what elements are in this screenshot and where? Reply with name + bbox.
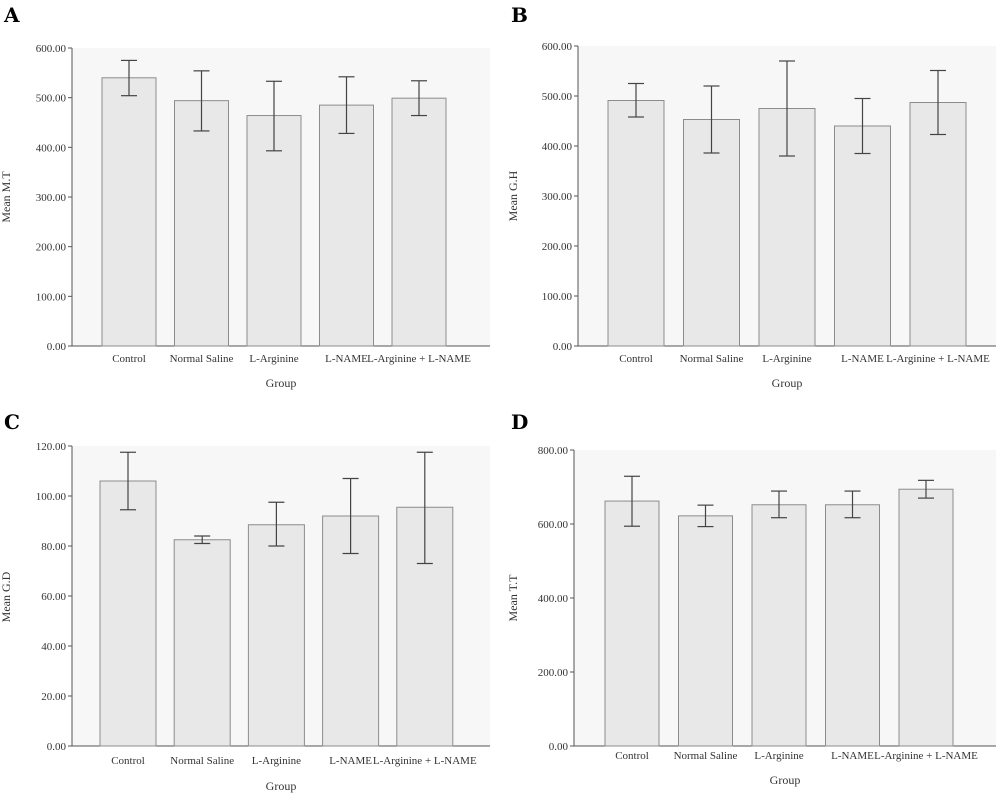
panel-letter: D [511, 410, 528, 434]
y-tick-label: 500.00 [36, 93, 67, 105]
y-axis-title: Mean G.D [0, 571, 13, 622]
panel-letter: C [4, 410, 20, 434]
bar [909, 102, 967, 347]
bar [391, 97, 447, 347]
y-tick-label: 0.00 [553, 341, 573, 353]
y-tick-label: 800.00 [538, 445, 569, 457]
y-tick-label: 60.00 [41, 591, 66, 603]
x-axis-title: Group [266, 376, 297, 390]
y-tick-label: 200.00 [36, 242, 67, 254]
y-tick-label: 600.00 [542, 41, 573, 53]
bar [101, 77, 157, 347]
y-axis-title: Mean M.T [0, 171, 13, 223]
x-tick-label: L-NAME [841, 353, 884, 365]
y-tick-label: 200.00 [538, 667, 569, 679]
x-tick-label: L-Arginine [252, 755, 301, 767]
chart-panel-d: D 0.00 200.00 400.00 600.00 800.00 Control Norm… [506, 410, 996, 787]
y-tick-label: 0.00 [47, 741, 67, 753]
chart-panel-a: A 0.00 100.00 200.00 300.00 400.00 500.00 600.0… [0, 3, 490, 390]
x-tick-label: Normal Saline [170, 353, 234, 365]
x-tick-label: L-Arginine + L-NAME [367, 353, 471, 365]
bar [678, 515, 733, 747]
bar [247, 524, 305, 747]
y-tick-label: 300.00 [542, 191, 573, 203]
x-tick-label: L-NAME [325, 353, 368, 365]
bar [607, 100, 665, 347]
chart-panel-c: C 0.00 20.00 40.00 60.00 80.00 100.00 120.00 Con… [0, 410, 490, 793]
y-axis-title: Mean T.T [506, 574, 520, 622]
panel-letter: A [3, 3, 20, 27]
bar [174, 100, 229, 347]
y-tick-label: 200.00 [542, 241, 573, 253]
x-tick-label: Control [112, 353, 146, 365]
y-tick-label: 300.00 [36, 192, 67, 204]
y-tick-label: 400.00 [542, 141, 573, 153]
x-tick-label: Control [615, 750, 649, 762]
y-tick-label: 400.00 [36, 142, 67, 154]
y-tick-label: 600.00 [36, 43, 67, 55]
x-tick-label: L-Arginine [762, 353, 811, 365]
bar [604, 500, 660, 747]
y-tick-label: 0.00 [47, 341, 67, 353]
y-tick-label: 100.00 [36, 491, 67, 503]
y-tick-label: 500.00 [542, 91, 573, 103]
y-tick-label: 80.00 [41, 541, 66, 553]
y-tick-label: 600.00 [538, 519, 569, 531]
y-tick-label: 120.00 [36, 441, 67, 453]
x-axis-title: Group [770, 773, 801, 787]
bar [834, 125, 891, 347]
bar [173, 539, 231, 747]
x-tick-label: L-Arginine [754, 750, 803, 762]
bar [99, 480, 157, 747]
x-tick-label: Control [111, 755, 145, 767]
bar [319, 104, 374, 347]
x-tick-label: L-NAME [831, 750, 874, 762]
x-tick-label: L-Arginine + L-NAME [886, 353, 990, 365]
x-axis-title: Group [266, 779, 297, 793]
y-tick-label: 0.00 [549, 741, 569, 753]
bar [898, 488, 954, 747]
x-tick-label: Control [619, 353, 653, 365]
y-axis-title: Mean G.H [506, 170, 520, 221]
x-tick-label: Normal Saline [674, 750, 738, 762]
x-tick-label: L-Arginine + L-NAME [373, 755, 477, 767]
x-axis-title: Group [772, 376, 803, 390]
bar [751, 504, 807, 747]
y-tick-label: 100.00 [542, 291, 573, 303]
y-tick-label: 20.00 [41, 691, 66, 703]
chart-panel-b: B 0.00 100.00 200.00 300.00 400.00 500.00 600.0… [506, 3, 996, 390]
y-tick-label: 400.00 [538, 593, 569, 605]
y-tick-label: 40.00 [41, 641, 66, 653]
bar [825, 504, 880, 747]
x-tick-label: Normal Saline [680, 353, 744, 365]
x-tick-label: L-Arginine [249, 353, 298, 365]
panel-letter: B [511, 3, 528, 27]
bar [683, 119, 740, 347]
x-tick-label: L-NAME [329, 755, 372, 767]
y-tick-label: 100.00 [36, 291, 67, 303]
x-tick-label: L-Arginine + L-NAME [874, 750, 978, 762]
x-tick-label: Normal Saline [170, 755, 234, 767]
